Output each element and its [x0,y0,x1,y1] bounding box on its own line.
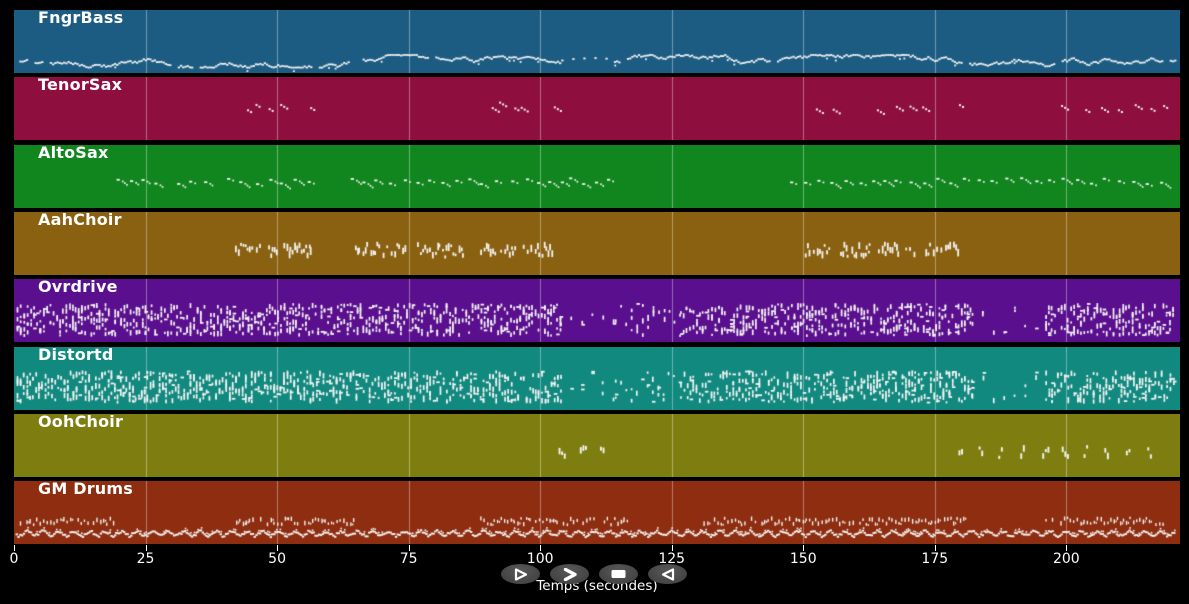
play-button[interactable] [501,564,540,584]
axis-tick-mark [934,545,936,551]
axis-tick-mark [671,545,673,551]
track-label-ovrdrive: Ovrdrive [38,277,118,297]
track-band-ovrdrive: Ovrdrive [14,277,1180,343]
track-notes-gmdrums [14,481,1180,545]
track-label-fngrbass: FngrBass [38,8,124,27]
track-band-fngrbass: FngrBass [14,8,1180,73]
axis-tick-mark [145,545,147,551]
track-notes-ovrdrive [14,279,1180,343]
track-notes-fngrbass [14,10,1180,73]
track-label-distortd: Distortd [38,344,114,364]
track-band-distortd: Distortd [14,344,1180,410]
track-label-gmdrums: GM Drums [38,479,133,499]
track-label-aahchoir: AahChoir [38,209,122,229]
rewind-icon [660,567,676,581]
axis-tick-mark [408,545,410,551]
rewind-button[interactable] [648,564,687,584]
axis-tick-label: 50 [268,551,286,567]
track-band-tenorsax: TenorSax [14,75,1180,141]
axis-tick-label: 200 [1052,551,1080,567]
axis-tick-label: 100 [526,551,554,567]
track-notes-tenorsax [14,77,1180,141]
axis-tick-mark [1066,545,1068,551]
fast-forward-button[interactable] [550,564,589,584]
track-notes-altosax [14,144,1180,208]
track-band-altosax: AltoSax [14,142,1180,208]
axis-tick-label: 125 [658,551,686,567]
stop-button[interactable] [599,564,638,584]
track-label-altosax: AltoSax [38,142,109,162]
transport-controls [501,564,687,584]
axis-tick-label: 0 [9,551,19,567]
axis-tick-label: 75 [399,551,418,567]
track-label-oohchoir: OohChoir [38,411,124,431]
stop-icon [610,568,627,580]
axis-tick-label: 150 [789,551,817,567]
axis-tick-mark [14,545,15,551]
fast-forward-icon [562,567,578,581]
axis-tick-label: 25 [136,551,155,567]
track-band-oohchoir: OohChoir [14,411,1180,477]
track-notes-oohchoir [14,413,1180,477]
track-notes-distortd [14,346,1180,410]
track-label-tenorsax: TenorSax [38,75,123,95]
track-band-gmdrums: GM Drums [14,479,1180,545]
track-notes-aahchoir [14,211,1180,275]
axis-tick-label: 175 [921,551,949,567]
axis-tick-mark [277,545,279,551]
play-icon [513,567,529,581]
axis-tick-mark [803,545,805,551]
track-band-aahchoir: AahChoir [14,209,1180,275]
axis-tick-mark [540,545,542,551]
